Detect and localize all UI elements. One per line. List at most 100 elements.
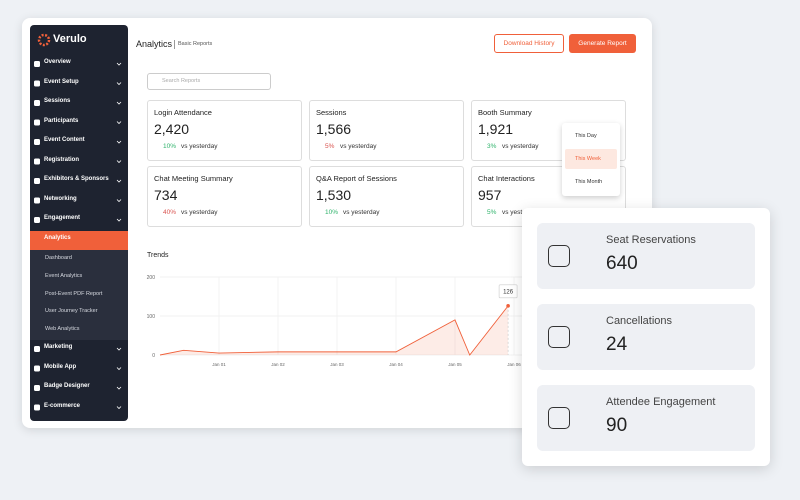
- menu-item[interactable]: Exhibitors & Sponsors: [44, 176, 109, 182]
- chevron: [116, 179, 122, 183]
- stat-value: 640: [606, 253, 638, 274]
- submenu-item[interactable]: Event Analytics: [45, 272, 83, 279]
- chevron: [116, 121, 122, 125]
- submenu-item[interactable]: Dashboard: [45, 255, 72, 261]
- search-box[interactable]: [147, 73, 271, 90]
- chevron: [116, 101, 122, 105]
- menu-icon: [34, 139, 40, 145]
- card-value: 1,530: [316, 187, 352, 203]
- brand-name: Verulo: [53, 33, 87, 45]
- dropdown-option[interactable]: This Week: [575, 156, 601, 162]
- menu-item[interactable]: Badge Designer: [44, 383, 90, 389]
- breadcrumb: Basic Reports: [178, 41, 213, 47]
- sidebar: [30, 25, 128, 421]
- chevron: [116, 347, 122, 351]
- stat-card: [147, 100, 302, 161]
- card-change: 3%: [487, 143, 497, 150]
- submenu-item[interactable]: Post-Event PDF Report: [45, 290, 103, 297]
- y-tick-label: 0: [152, 353, 155, 359]
- card-title: Chat Meeting Summary: [154, 174, 233, 183]
- card-change: 40%: [163, 209, 177, 216]
- card-change: 10%: [163, 143, 177, 150]
- dropdown-option[interactable]: This Month: [575, 179, 603, 185]
- generate-report-button[interactable]: Generate Report: [569, 34, 636, 53]
- menu-item[interactable]: Event Setup: [44, 78, 79, 85]
- menu-item[interactable]: Mobile App: [44, 363, 77, 370]
- chevron: [116, 160, 122, 164]
- download-history-button[interactable]: Download History: [494, 34, 564, 53]
- chevron: [116, 218, 122, 222]
- x-tick-label: Jan 03: [330, 362, 344, 367]
- dropdown-selected-bg: [565, 149, 617, 169]
- menu-item[interactable]: Event Content: [44, 137, 85, 143]
- card-compare: vs yesterday: [343, 209, 380, 216]
- chevron: [116, 199, 122, 203]
- menu-item[interactable]: Networking: [44, 195, 77, 202]
- stat-card: [309, 166, 464, 227]
- active-item-bg: [30, 230, 128, 250]
- card-change: 5%: [487, 209, 497, 216]
- x-tick-label: Jan 04: [389, 362, 403, 367]
- menu-icon: [34, 346, 40, 352]
- menu-item[interactable]: Overview: [44, 59, 71, 65]
- page-title: Analytics: [136, 39, 173, 49]
- card-compare: vs yesterday: [181, 209, 218, 216]
- peak-label: 126: [503, 289, 514, 295]
- card-compare: vs yesterday: [502, 143, 539, 150]
- card-title: Chat Interactions: [478, 174, 535, 183]
- menu-icon: [34, 217, 40, 223]
- stat-label: Attendee Engagement: [606, 396, 716, 408]
- menu-item[interactable]: Marketing: [44, 344, 73, 350]
- card-title: Q&A Report of Sessions: [316, 174, 397, 183]
- card-compare: vs yesterday: [181, 143, 218, 150]
- peak-point: [506, 304, 510, 308]
- card-title: Login Attendance: [154, 108, 212, 117]
- stat-card: [147, 166, 302, 227]
- chevron: [116, 62, 122, 66]
- stat-icon: [548, 326, 570, 348]
- chevron: [116, 367, 122, 371]
- menu-item[interactable]: Analytics: [44, 234, 71, 241]
- chart-title: Trends: [147, 252, 169, 259]
- card-value: 1,566: [316, 121, 352, 137]
- submenu-bg: [30, 250, 128, 340]
- x-tick-label: Jan 01: [212, 362, 226, 367]
- stat-tile: [537, 385, 755, 451]
- divider: [174, 40, 175, 49]
- menu-icon: [34, 158, 40, 165]
- card-compare: vs yesterday: [502, 209, 539, 216]
- trend-line: [159, 305, 509, 356]
- dropdown-option[interactable]: This Day: [575, 133, 597, 139]
- stat-tile: [537, 304, 755, 370]
- x-tick-label: Jan 05: [448, 362, 462, 367]
- menu-item[interactable]: E-commerce: [44, 402, 81, 409]
- chevron: [116, 82, 122, 86]
- menu-icon: [34, 80, 40, 87]
- menu-icon: [34, 61, 40, 67]
- y-tick-label: 100: [147, 314, 156, 320]
- menu-item[interactable]: Registration: [44, 156, 80, 163]
- card-value: 957: [478, 187, 502, 203]
- submenu-item[interactable]: Web Analytics: [45, 326, 80, 333]
- y-tick-label: 200: [147, 275, 156, 281]
- stat-label: Cancellations: [606, 315, 673, 327]
- card-title: Booth Summary: [478, 108, 532, 117]
- card-value: 734: [154, 187, 178, 203]
- card-value: 2,420: [154, 121, 190, 137]
- card-value: 1,921: [478, 121, 514, 137]
- menu-item[interactable]: Sessions: [44, 98, 71, 104]
- menu-item[interactable]: Engagement: [44, 215, 81, 221]
- submenu-item[interactable]: User Journey Tracker: [45, 308, 98, 315]
- stat-label: Seat Reservations: [606, 234, 696, 246]
- search-placeholder: Search Reports: [162, 78, 201, 84]
- stat-value: 90: [606, 415, 628, 436]
- stat-icon: [548, 407, 570, 429]
- card-change: 10%: [325, 209, 339, 216]
- menu-icon: [34, 197, 40, 204]
- card-change: 5%: [325, 143, 335, 150]
- chevron: [116, 140, 122, 144]
- logo: [37, 33, 51, 47]
- menu-item[interactable]: Participants: [44, 117, 79, 124]
- stat-card: [309, 100, 464, 161]
